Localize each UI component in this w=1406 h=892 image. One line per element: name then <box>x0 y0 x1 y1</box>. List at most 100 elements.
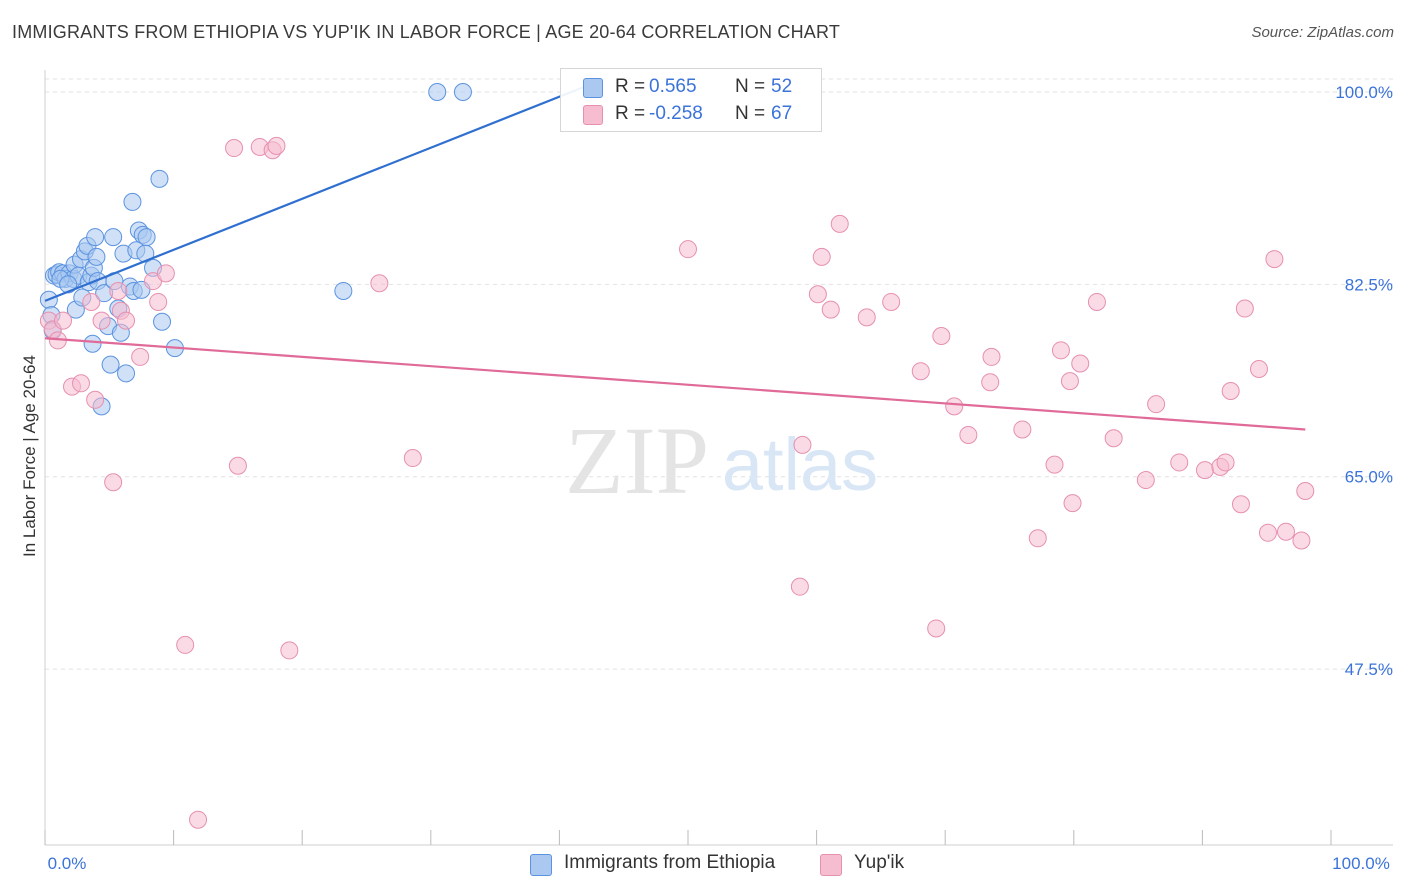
point-yupik <box>176 635 195 654</box>
point-yupik <box>1296 482 1315 501</box>
y-axis-label: In Labor Force | Age 20-64 <box>20 355 39 557</box>
point-yupik <box>92 311 111 330</box>
point-ethiopia <box>150 169 169 188</box>
watermark-atlas: atlas <box>722 423 878 506</box>
point-ethiopia <box>334 281 353 300</box>
point-yupik <box>945 397 964 416</box>
point-yupik <box>911 362 930 381</box>
axes-layer <box>44 70 1393 846</box>
legend-n-value-ethiopia: 52 <box>771 76 793 97</box>
point-yupik <box>1235 299 1254 318</box>
point-yupik <box>109 281 128 300</box>
point-yupik <box>1136 471 1155 490</box>
point-yupik <box>793 435 812 454</box>
point-yupik <box>54 311 73 330</box>
legend-label-yupik: Yup'ik <box>854 852 905 873</box>
point-yupik <box>1258 523 1277 542</box>
point-yupik <box>189 810 208 829</box>
legend-r-label: R = <box>615 103 646 124</box>
watermark-zip: ZIP <box>565 407 709 514</box>
trend-layer <box>44 85 1306 431</box>
point-yupik <box>808 285 827 304</box>
legend-swatch-yupik <box>820 854 842 876</box>
point-yupik <box>982 347 1001 366</box>
point-yupik <box>131 347 150 366</box>
point-yupik <box>1292 531 1311 550</box>
point-ethiopia <box>117 364 136 383</box>
legend-n-label: N = <box>735 76 766 97</box>
legend-label-ethiopia: Immigrants from Ethiopia <box>564 852 776 873</box>
trendline-ethiopia <box>44 85 586 302</box>
point-ethiopia <box>59 275 78 294</box>
point-yupik <box>117 311 136 330</box>
legend-swatch-ethiopia <box>530 854 552 876</box>
points-layer <box>39 82 1315 829</box>
point-yupik <box>403 449 422 468</box>
point-ethiopia <box>137 228 156 247</box>
point-yupik <box>1265 250 1284 269</box>
legend-n-value-yupik: 67 <box>771 103 793 124</box>
point-yupik <box>149 292 168 311</box>
point-yupik <box>1045 455 1064 474</box>
point-yupik <box>1231 495 1250 514</box>
point-yupik <box>104 473 123 492</box>
source-label: Source: ZipAtlas.com <box>1251 24 1394 41</box>
legend-swatch-yupik <box>583 105 603 125</box>
legend-n-label: N = <box>735 103 766 124</box>
point-yupik <box>1221 381 1240 400</box>
x-tick-label: 0.0% <box>48 854 87 873</box>
legend-r-value-ethiopia: 0.565 <box>649 76 697 97</box>
point-yupik <box>1216 453 1235 472</box>
legend-r-label: R = <box>615 76 646 97</box>
legend-swatch-ethiopia <box>583 78 603 98</box>
point-yupik <box>1063 494 1082 513</box>
trendline-yupik <box>44 337 1306 431</box>
point-yupik <box>932 327 951 346</box>
y-tick-label: 82.5% <box>1345 275 1393 294</box>
point-yupik <box>857 308 876 327</box>
point-yupik <box>156 264 175 283</box>
x-tick-label: 100.0% <box>1332 854 1390 873</box>
correlation-legend: R = 0.565 N = 52 R = -0.258 N = 67 <box>560 68 822 132</box>
point-yupik <box>830 214 849 233</box>
point-yupik <box>1195 461 1214 480</box>
point-ethiopia <box>153 312 172 331</box>
point-yupik <box>812 247 831 266</box>
point-yupik <box>1028 529 1047 548</box>
point-ethiopia <box>83 334 102 353</box>
legend-row-yupik: R = -0.258 N = 67 <box>561 101 821 127</box>
point-yupik <box>1060 372 1079 391</box>
point-yupik <box>1051 341 1070 360</box>
point-yupik <box>280 641 299 660</box>
grid-layer <box>45 78 1393 670</box>
point-yupik <box>82 292 101 311</box>
point-ethiopia <box>101 355 120 374</box>
point-yupik <box>927 619 946 638</box>
point-yupik <box>225 139 244 158</box>
legend-r-value-yupik: -0.258 <box>649 103 703 124</box>
point-ethiopia <box>453 82 472 101</box>
point-ethiopia <box>104 228 123 247</box>
point-yupik <box>1071 354 1090 373</box>
point-yupik <box>1104 429 1123 448</box>
labels-layer: 47.5% 65.0% 82.5% 100.0% 0.0% 100.0% <box>48 83 1393 873</box>
point-ethiopia <box>86 228 105 247</box>
point-yupik <box>86 390 105 409</box>
chart-title: IMMIGRANTS FROM ETHIOPIA VS YUP'IK IN LA… <box>12 22 841 42</box>
y-tick-label: 47.5% <box>1345 660 1393 679</box>
point-yupik <box>790 577 809 596</box>
point-yupik <box>1276 522 1295 541</box>
point-yupik <box>370 274 389 293</box>
point-yupik <box>72 374 91 393</box>
point-ethiopia <box>123 192 142 211</box>
point-yupik <box>821 300 840 319</box>
point-yupik <box>1087 292 1106 311</box>
y-tick-label: 100.0% <box>1335 83 1393 102</box>
point-ethiopia <box>87 247 106 266</box>
point-ethiopia <box>428 82 447 101</box>
point-yupik <box>981 373 1000 392</box>
point-yupik <box>959 425 978 444</box>
point-yupik <box>1249 360 1268 379</box>
point-yupik <box>1013 420 1032 439</box>
